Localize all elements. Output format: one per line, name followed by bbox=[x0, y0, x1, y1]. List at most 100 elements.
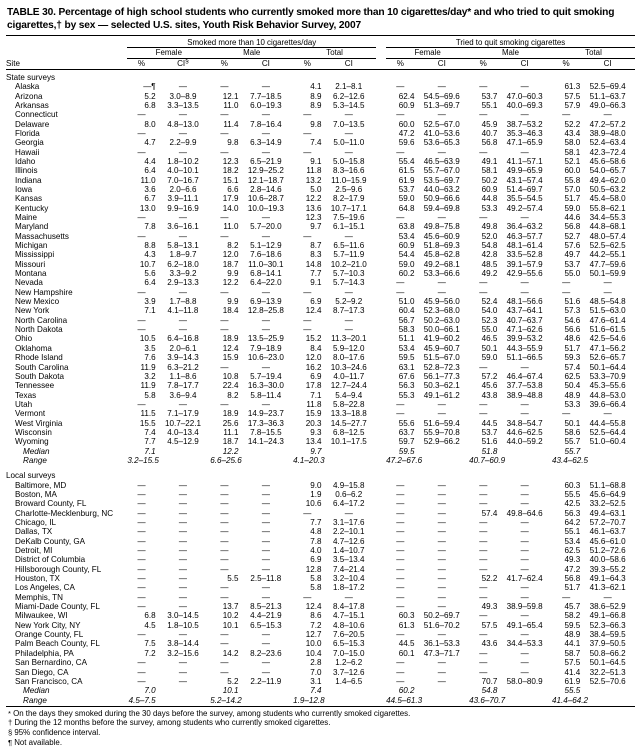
cell-ci: — bbox=[178, 508, 187, 518]
cell-percent: 61.5 bbox=[398, 166, 415, 176]
cell-ci: 44.6–62.5 bbox=[506, 427, 543, 437]
column-gap bbox=[376, 565, 386, 574]
cell-ci: — bbox=[261, 499, 270, 509]
cell-percent: 10.0 bbox=[305, 639, 322, 649]
site-name: Arizona bbox=[15, 91, 43, 101]
cell-percent: — bbox=[220, 555, 229, 565]
cell-ci: 4.0–10.1 bbox=[167, 166, 199, 176]
cell-ci: — bbox=[437, 110, 446, 120]
cell-ci: 3.0–8.9 bbox=[169, 91, 197, 101]
cell-ci: — bbox=[178, 489, 187, 499]
cell-ci: 10.0–19.3 bbox=[247, 203, 284, 213]
cell-percent: — bbox=[220, 630, 229, 640]
cell-ci: 6.8–12.5 bbox=[333, 427, 365, 437]
cell-percent: — bbox=[479, 409, 488, 419]
cell-ci: 6.8–14.1 bbox=[250, 269, 282, 279]
column-gap bbox=[376, 325, 386, 334]
cell-ci: 8.2–23.6 bbox=[250, 648, 282, 658]
cell-ci: 3.9–14.3 bbox=[167, 353, 199, 363]
cell-ci: — bbox=[261, 639, 270, 649]
cell-percent: 63.8 bbox=[398, 222, 415, 232]
cell-percent: 12.1 bbox=[222, 91, 239, 101]
cell-ci: — bbox=[437, 574, 446, 584]
cell-percent: — bbox=[479, 667, 488, 677]
cell-percent: 60.2 bbox=[398, 269, 415, 279]
cell-ci: 48.5–54.8 bbox=[589, 297, 626, 307]
cell-percent: 13.2 bbox=[305, 175, 322, 185]
cell-percent: — bbox=[479, 362, 488, 372]
column-gap bbox=[376, 297, 386, 306]
table-row: Maine — — — — 12.3 7.5–19.6 — — — — 44.6 34.4–55.3 bbox=[6, 213, 635, 222]
cell-percent: 67.6 bbox=[398, 371, 415, 381]
cell-percent: 6.9 bbox=[310, 371, 322, 381]
site-name: DeKalb County, GA bbox=[15, 536, 86, 546]
cell-ci: 48.1–61.4 bbox=[506, 241, 543, 251]
cell-ci: — bbox=[520, 648, 529, 658]
cell-percent: — bbox=[137, 564, 146, 574]
cell-percent: 5.0 bbox=[310, 184, 322, 194]
cell-percent: 59.5 bbox=[564, 620, 581, 630]
cell-percent: — bbox=[220, 399, 229, 409]
cell-percent: 57.6 bbox=[564, 241, 581, 251]
cell-percent: — bbox=[303, 128, 312, 138]
cell-ci: 46.3–57.7 bbox=[506, 231, 543, 241]
cell-ci: 40.7–63.7 bbox=[506, 315, 543, 325]
cell-ci: 6.0–19.3 bbox=[250, 100, 282, 110]
cell-percent: 12.7 bbox=[305, 630, 322, 640]
cell-ci: 1.7–8.8 bbox=[169, 297, 197, 307]
header-ci-6: CI bbox=[603, 58, 612, 68]
cell-ci: 53.6–65.3 bbox=[423, 138, 460, 148]
cell-percent: 56.8 bbox=[564, 574, 581, 584]
cell-percent: — bbox=[396, 592, 405, 602]
header-ci-1: CI§ bbox=[177, 56, 189, 68]
cell-ci: 10.6–28.7 bbox=[247, 194, 284, 204]
cell-percent: — bbox=[479, 592, 488, 602]
cell-ci: — bbox=[520, 147, 529, 157]
cell-summary-ci bbox=[497, 447, 552, 456]
cell-percent: 47.2 bbox=[564, 564, 581, 574]
column-gap bbox=[376, 400, 386, 409]
cell-ci: 12.1–18.7 bbox=[247, 175, 284, 185]
cell-percent: — bbox=[137, 658, 146, 668]
cell-ci: 49.1–64.3 bbox=[589, 574, 626, 584]
cell-percent: 56.8 bbox=[481, 138, 498, 148]
table-row: Massachusetts — — — — — — 53.4 45.6–60.9 52.0 46.3… bbox=[6, 232, 635, 241]
cell-percent: 4.8 bbox=[310, 527, 322, 537]
column-gap bbox=[376, 499, 386, 508]
site-name: Wyoming bbox=[15, 437, 49, 447]
cell-percent: 62.5 bbox=[564, 371, 581, 381]
cell-percent: 52.7 bbox=[564, 231, 581, 241]
cell-percent: 51.0 bbox=[398, 297, 415, 307]
cell-percent: — bbox=[220, 287, 229, 297]
cell-percent: 53.3 bbox=[481, 203, 498, 213]
cell-percent: 50.4 bbox=[564, 381, 581, 391]
cell-ci: — bbox=[520, 213, 529, 222]
cell-ci: 52.4–63.4 bbox=[589, 138, 626, 148]
cell-percent: 45.9 bbox=[481, 119, 498, 129]
cell-ci: 49.4–62.0 bbox=[589, 175, 626, 185]
cell-ci: 4.0–13.4 bbox=[167, 427, 199, 437]
column-gap bbox=[376, 481, 386, 490]
cell-ci: 49.8–75.8 bbox=[423, 222, 460, 232]
cell-percent: 55.1 bbox=[481, 100, 498, 110]
header-sex-female-quit: Female bbox=[386, 47, 470, 59]
site-name: Broward County, FL bbox=[15, 499, 87, 509]
cell-ci: — bbox=[437, 630, 446, 640]
cell-ci: — bbox=[344, 287, 353, 297]
cell-ci: 3.9–11.1 bbox=[167, 194, 199, 204]
cell-ci: — bbox=[178, 128, 187, 138]
cell-percent: 59.6 bbox=[398, 138, 415, 148]
footnote: § 95% confidence interval. bbox=[8, 728, 635, 738]
cell-ci: 1.4–6.5 bbox=[335, 676, 363, 686]
table-row: New Hampshire — — — — — — — — — — — — bbox=[6, 288, 635, 297]
column-gap bbox=[376, 166, 386, 175]
cell-percent: 3.9 bbox=[144, 297, 156, 307]
cell-ci: — bbox=[437, 508, 446, 518]
column-gap bbox=[376, 639, 386, 648]
cell-percent: — bbox=[137, 325, 146, 335]
cell-percent: 64.2 bbox=[564, 518, 581, 527]
cell-percent: 11.8 bbox=[306, 399, 322, 409]
cell-ci: 42.9–55.6 bbox=[506, 269, 543, 279]
cell-ci: 51.6–70.2 bbox=[423, 620, 460, 630]
header-sex-female-smoked: Female bbox=[127, 47, 211, 59]
